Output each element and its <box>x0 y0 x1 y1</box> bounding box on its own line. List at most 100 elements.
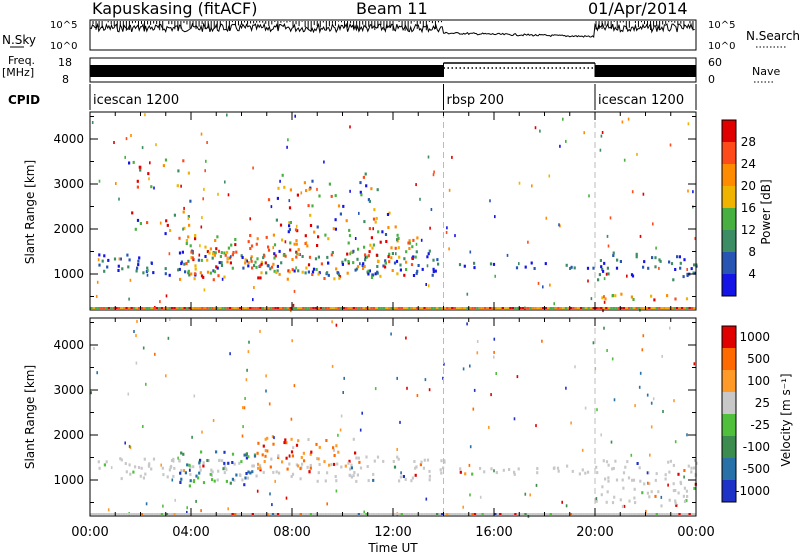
echo-cell <box>337 307 340 309</box>
echo-cell <box>145 382 147 386</box>
echo-cell <box>509 307 512 309</box>
echo-cell <box>395 252 397 256</box>
echo-cell <box>200 509 202 513</box>
cpid-mode-1: rbsp 200 <box>447 93 505 108</box>
echo-cell <box>350 250 353 254</box>
echo-cell <box>653 513 656 515</box>
echo-cell <box>645 513 648 515</box>
echo-cell <box>426 458 430 462</box>
echo-cell <box>226 256 229 260</box>
echo-cell <box>247 350 250 354</box>
echo-cell <box>686 272 689 276</box>
echo-cell <box>145 513 149 515</box>
echo-cell <box>129 472 132 476</box>
echo-cell <box>612 307 616 309</box>
echo-cell <box>334 513 338 515</box>
echo-cell <box>494 307 497 309</box>
echo-cell <box>609 216 612 220</box>
echo-cell <box>493 337 496 341</box>
echo-cell <box>515 266 519 270</box>
echo-cell <box>183 226 186 230</box>
echo-cell <box>511 513 515 515</box>
echo-cell <box>415 242 418 246</box>
echo-cell <box>476 351 479 355</box>
echo-cell <box>493 355 495 359</box>
colorbar-tick-label: 25 <box>755 396 770 410</box>
echo-cell <box>356 473 359 477</box>
echo-cell <box>241 513 244 515</box>
colorbar-tick-label: -100 <box>743 440 770 454</box>
y-tick-label: 4000 <box>53 338 84 352</box>
echo-cell <box>201 513 204 515</box>
echo-cell <box>631 190 634 194</box>
echo-cell <box>403 273 406 277</box>
echo-cell <box>414 255 417 259</box>
echo-cell <box>414 473 417 477</box>
echo-cell <box>357 513 361 515</box>
echo-cell <box>399 420 401 424</box>
echo-cell <box>642 307 646 309</box>
echo-cell <box>347 461 350 465</box>
echo-cell <box>107 307 111 309</box>
echo-cell <box>361 411 363 415</box>
echo-cell <box>260 262 263 266</box>
echo-cell <box>373 459 376 463</box>
echo-cell <box>139 168 142 172</box>
echo-cell <box>335 489 338 493</box>
echo-cell <box>462 367 465 371</box>
power-colorbar-label: Power [dB] <box>759 179 773 244</box>
echo-cell <box>614 294 617 298</box>
echo-cell <box>362 513 366 515</box>
echo-cell <box>348 234 352 238</box>
echo-cell <box>579 513 583 515</box>
echo-cell <box>280 261 283 265</box>
echo-cell <box>642 265 645 269</box>
echo-cell <box>147 269 149 272</box>
echo-cell <box>348 473 351 477</box>
echo-cell <box>393 261 397 265</box>
echo-cell <box>549 513 553 515</box>
echo-cell <box>294 307 298 309</box>
colorbar-tick-label: -500 <box>743 462 770 476</box>
echo-cell <box>243 483 246 487</box>
echo-cell <box>143 457 146 461</box>
echo-cell <box>400 513 404 515</box>
echo-cell <box>651 256 654 260</box>
echo-cell <box>313 230 316 234</box>
echo-cell <box>193 513 197 515</box>
echo-cell <box>288 224 291 228</box>
echo-cell <box>349 252 351 256</box>
echo-cell <box>234 243 237 247</box>
echo-cell <box>578 472 581 476</box>
echo-cell <box>291 472 295 476</box>
echo-cell <box>115 182 117 185</box>
echo-cell <box>265 235 268 239</box>
echo-cell <box>291 339 293 343</box>
echo-cell <box>432 270 435 274</box>
noise-panel: N.Sky 10^5 10^0 10^5 10^0 N.Search <box>2 19 800 52</box>
echo-cell <box>531 307 535 309</box>
echo-cell <box>536 467 539 470</box>
echo-cell <box>638 385 641 389</box>
echo-cell <box>428 478 431 482</box>
echo-cell <box>405 513 409 515</box>
echo-cell <box>220 261 223 265</box>
echo-cell <box>90 391 92 395</box>
echo-cell <box>249 247 252 250</box>
echo-cell <box>341 262 344 266</box>
echo-cell <box>617 307 621 309</box>
echo-cell <box>339 428 342 432</box>
echo-cell <box>533 267 536 270</box>
echo-cell <box>187 215 190 218</box>
echo-cell <box>595 513 598 515</box>
echo-cell <box>493 350 495 354</box>
echo-cell <box>688 513 691 515</box>
echo-cell <box>295 250 298 254</box>
echo-cell <box>309 463 312 467</box>
echo-cell <box>231 253 234 257</box>
echo-cell <box>678 255 681 259</box>
echo-cell <box>136 179 139 183</box>
echo-cell <box>582 513 585 515</box>
echo-cell <box>292 307 295 309</box>
x-tick-label: 08:00 <box>273 525 310 540</box>
